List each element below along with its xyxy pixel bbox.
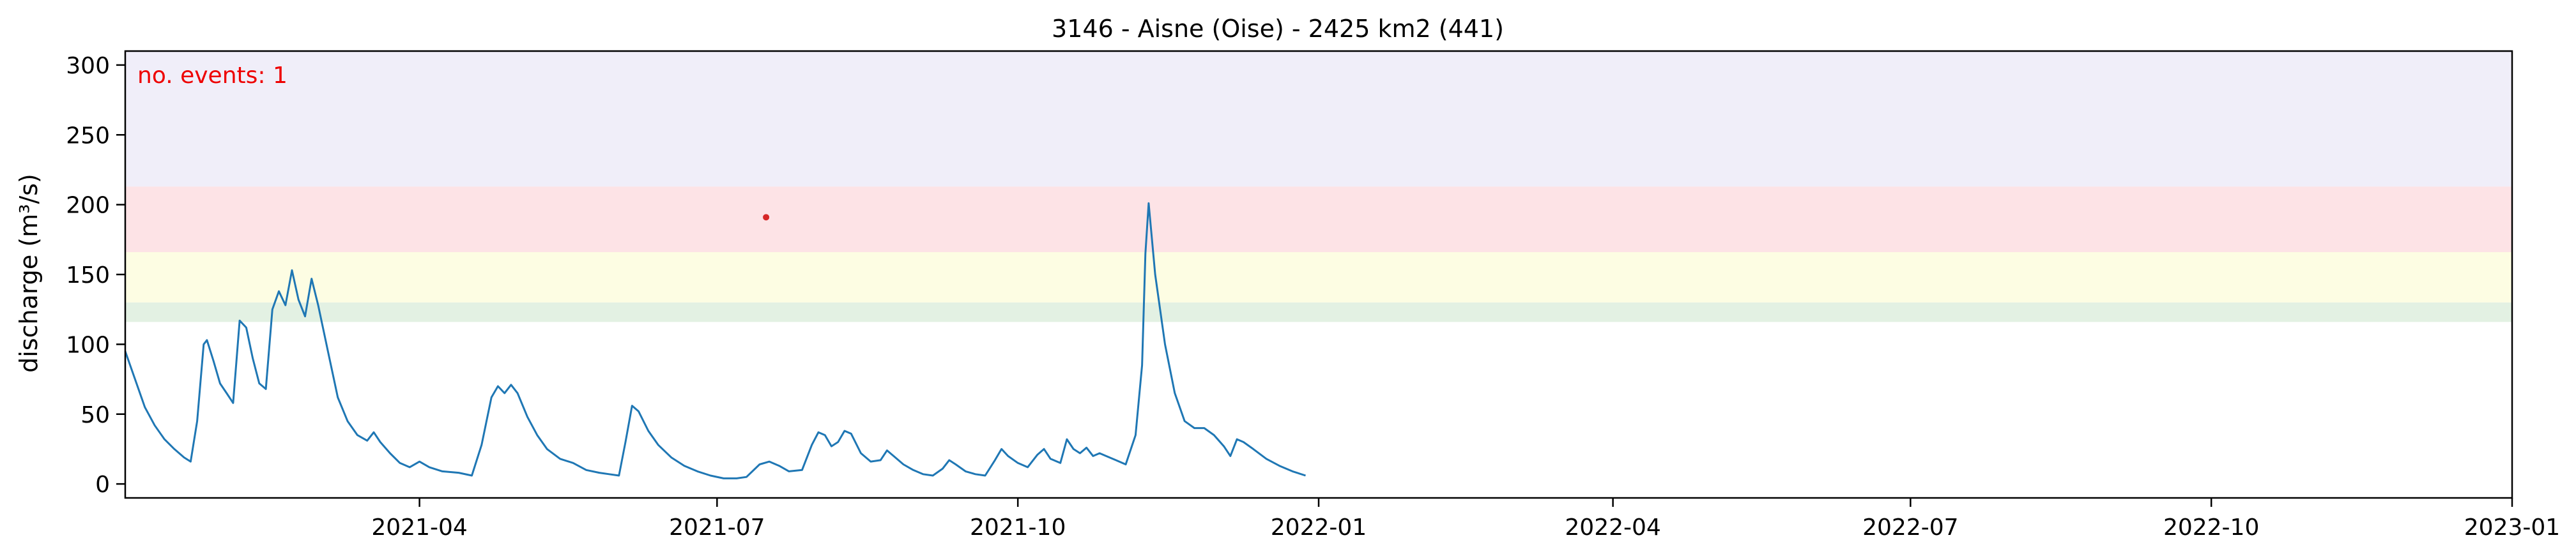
x-tick-label: 2023-01: [2464, 515, 2560, 541]
threshold-band-0: [125, 302, 2512, 322]
discharge-series-line: [124, 202, 1306, 479]
x-tick-label: 2021-07: [669, 515, 765, 541]
threshold-band-2: [125, 186, 2512, 252]
y-tick-label: 0: [95, 472, 110, 498]
y-tick-label: 250: [66, 123, 110, 149]
y-tick-label: 100: [66, 332, 110, 358]
y-tick-label: 50: [80, 402, 110, 428]
x-tick-label: 2021-04: [371, 515, 467, 541]
x-tick-label: 2022-04: [1565, 515, 1660, 541]
threshold-bands: [125, 51, 2512, 322]
x-tick-label: 2021-10: [970, 515, 1066, 541]
plot-frame: [124, 50, 2513, 499]
event-marker: [763, 214, 770, 221]
threshold-band-3: [125, 51, 2512, 187]
y-tick-label: 200: [66, 193, 110, 219]
y-tick-label: 300: [66, 53, 110, 79]
x-axis: 2021-04 2021-07 2021-10 2022-01 2022-04 2022-…: [371, 498, 2560, 541]
chart-title: 3146 - Aisne (Oise) - 2425 km2 (441): [1052, 15, 1504, 43]
x-tick-label: 2022-01: [1271, 515, 1367, 541]
y-tick-label: 150: [66, 262, 110, 289]
x-tick-label: 2022-10: [2163, 515, 2259, 541]
y-axis: 0 50 100 150 200 250 300: [66, 53, 125, 498]
events-annotation: no. events: 1: [137, 63, 288, 89]
y-axis-title: discharge (m³/s): [15, 174, 43, 373]
x-tick-label: 2022-07: [1862, 515, 1958, 541]
event-markers: [763, 214, 770, 221]
threshold-band-1: [125, 252, 2512, 303]
